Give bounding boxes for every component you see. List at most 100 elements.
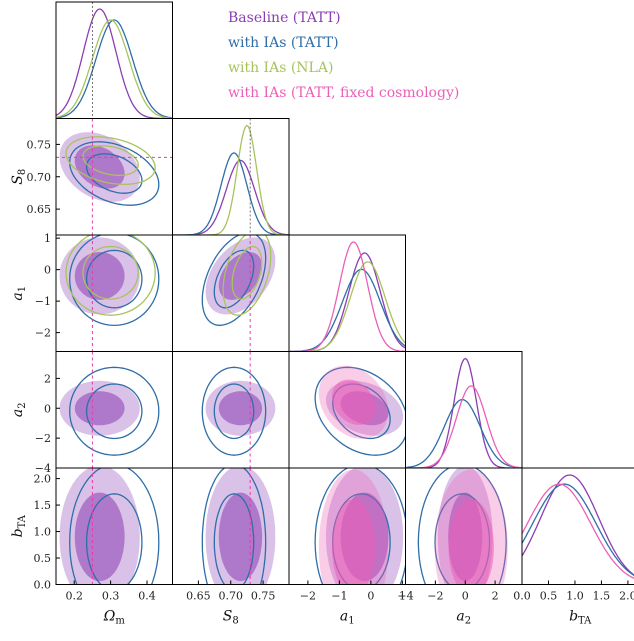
contour-95 (65, 235, 156, 316)
panel-bTA-a1: −2 −1 0 1 a1 (288, 467, 406, 627)
marginal-a2 (405, 398, 522, 468)
marginal-a1 (289, 241, 406, 352)
panel-Om-Om (55, 1, 173, 119)
contour-68 (82, 145, 139, 176)
legend-entry: with IAs (TATT, fixed cosmology) (228, 85, 459, 101)
panel-bTA-S8: 0.65 0.70 0.75 S8 (172, 467, 290, 627)
legend-entry: with IAs (NLA) (228, 60, 333, 76)
panel-bTA-Om: 0.2 0.3 0.4 Ωm 0.0 0.5 1.0 1.5 2.0 bTA (10, 467, 173, 627)
panel-frame (405, 351, 523, 469)
contour-68 (448, 499, 494, 585)
marginal-a1 (289, 252, 406, 352)
contour-95 (417, 468, 507, 585)
legend-entry: with IAs (TATT) (228, 35, 339, 51)
y-tick-label: 0 (44, 264, 51, 277)
contour-68 (218, 391, 263, 426)
y-tick-label: −4 (35, 462, 51, 475)
x-tick-label: −2 (427, 590, 443, 603)
y-tick-label: −2 (35, 432, 51, 445)
marginal-a1 (289, 261, 406, 352)
contour-95 (201, 235, 267, 326)
marginal-Om (56, 19, 173, 119)
contour-68 (213, 249, 255, 309)
y-tick-label: −1 (35, 295, 51, 308)
x-tick-label: 0.0 (513, 590, 531, 603)
x-tick-label: −2 (300, 590, 316, 603)
x-tick-label: 0 (462, 590, 469, 603)
panel-a2-Om: −4 −2 0 2 a2 (10, 351, 173, 475)
marginal-Om (56, 8, 173, 119)
legend-entry: Baseline (TATT) (228, 10, 341, 26)
y-tick-label: 0.75 (27, 138, 52, 151)
contour-68 (213, 383, 255, 440)
y-axis-label: S8 (10, 169, 28, 185)
x-tick-label: 0.70 (219, 590, 244, 603)
panels: 0.65 0.70 0.75 S8 −2 −1 0 1 a1 −4 −2 0 2 a2 0.2 0.3 0.4 Ω… (10, 1, 634, 627)
panel-a1-a1 (288, 234, 406, 352)
legend: Baseline (TATT) with IAs (TATT) with IAs (… (228, 10, 459, 101)
panel-frame (521, 467, 634, 585)
y-tick-label: 0.65 (27, 203, 52, 216)
contour-68 (332, 383, 391, 440)
x-tick-label: 0.4 (138, 590, 156, 603)
x-tick-label: −4 (397, 590, 413, 603)
x-tick-label: 2.0 (619, 590, 634, 603)
panel-S8-Om: 0.65 0.70 0.75 S8 (10, 118, 173, 236)
x-tick-label: 0 (367, 590, 374, 603)
panel-a2-a2 (405, 351, 523, 469)
marginal-bTA (522, 483, 634, 579)
contour-68 (332, 379, 376, 425)
contour-95 (314, 366, 406, 456)
contour-68 (74, 252, 125, 300)
panel-a1-Om: −2 −1 0 1 a1 (10, 232, 173, 352)
marginal-bTA (522, 474, 634, 576)
y-tick-label: 1 (44, 232, 51, 245)
contour-68 (218, 252, 263, 300)
marginal-a2 (405, 385, 522, 468)
contour-68 (85, 383, 143, 440)
panel-S8-S8 (172, 118, 290, 236)
x-tick-label: −1 (331, 590, 347, 603)
x-tick-label: 2 (492, 590, 499, 603)
y-tick-label: 2 (44, 372, 51, 385)
marginal-S8 (172, 124, 289, 235)
contour-68 (82, 245, 139, 300)
contour-95 (314, 468, 406, 585)
marginal-S8 (172, 152, 289, 235)
contour-95 (222, 235, 272, 316)
y-tick-label: 0 (44, 402, 51, 415)
x-axis-label: bTA (569, 609, 592, 627)
x-tick-label: 0.75 (251, 590, 276, 603)
contour-68 (74, 391, 125, 426)
contour-68 (85, 153, 143, 194)
y-tick-label: 0.5 (34, 552, 52, 565)
contour-95 (69, 468, 160, 585)
x-tick-label: 0.65 (186, 590, 211, 603)
y-tick-label: −2 (35, 327, 51, 340)
x-tick-label: 0.2 (65, 590, 83, 603)
x-tick-label: 0.5 (540, 590, 558, 603)
y-tick-label: 0.0 (34, 579, 52, 592)
contour-68 (332, 499, 376, 585)
y-axis-label: a1 (10, 286, 28, 301)
y-tick-label: 1.0 (34, 526, 52, 539)
y-axis-label: a2 (10, 402, 28, 417)
x-axis-label: a2 (456, 609, 471, 627)
y-tick-label: 0.70 (27, 171, 52, 184)
x-tick-label: 1 (399, 590, 406, 603)
x-tick-label: 0.3 (102, 590, 120, 603)
panel-bTA-a2: −4 −2 0 2 a2 (397, 467, 523, 627)
contour-68 (218, 492, 263, 582)
contour-68 (85, 249, 143, 309)
panel-bTA-bTA: 0.0 0.5 1.0 1.5 2.0 bTA (513, 467, 634, 627)
marginal-bTA (522, 483, 634, 577)
panel-a2-a1 (288, 351, 406, 469)
x-tick-label: 1.5 (593, 590, 611, 603)
x-axis-label: Ωm (103, 609, 126, 627)
marginal-S8 (172, 159, 289, 235)
contour-68 (231, 245, 263, 300)
y-tick-label: 2.0 (34, 473, 52, 486)
marginal-a2 (405, 357, 522, 468)
marginal-Om (56, 19, 173, 119)
